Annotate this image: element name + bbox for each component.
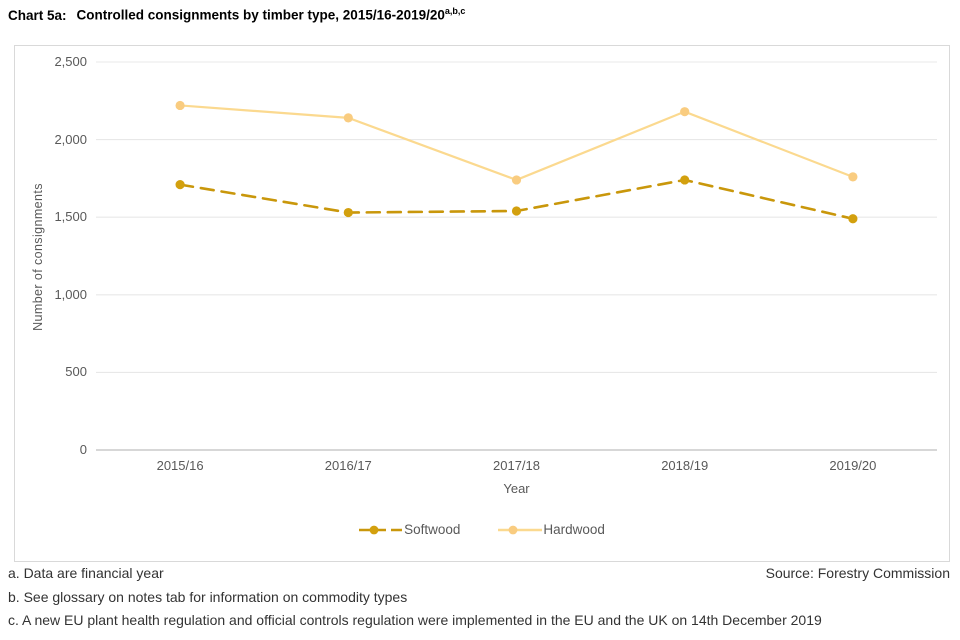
y-axis-title: Number of consignments [31, 183, 45, 331]
y-tick-label: 500 [65, 364, 87, 380]
marker-hardwood [511, 175, 522, 185]
x-tick-label: 2017/18 [493, 458, 540, 473]
chart-title-prefix: Chart 5a: [8, 7, 67, 23]
footnote-a: a. Data are financial year [8, 565, 164, 581]
footnote-c: c. A new EU plant health regulation and … [8, 612, 822, 628]
marker-softwood [511, 206, 522, 216]
chart-title-text: Controlled consignments by timber type, … [76, 7, 445, 23]
marker-hardwood [680, 107, 690, 117]
chart-area: 0 500 1,000 1,500 2,000 2,500 2015/16 2016/17 2… [14, 45, 950, 562]
marker-softwood [848, 214, 858, 224]
legend-item-softwood: Softwood [359, 522, 460, 537]
marker-hardwood [848, 172, 858, 182]
x-tick-label: 2015/16 [156, 458, 204, 473]
legend-swatch-softwood [359, 525, 404, 534]
marker-softwood [680, 175, 690, 185]
legend-label-softwood: Softwood [404, 522, 461, 537]
source-label: Source: Forestry Commission [765, 565, 950, 581]
legend-marker [508, 525, 518, 534]
legend-item-hardwood: Hardwood [498, 522, 605, 537]
series-line-hardwood [179, 104, 855, 182]
marker-hardwood [343, 113, 353, 123]
y-tick-label: 1,500 [54, 209, 87, 225]
x-tick-label: 2016/17 [324, 458, 372, 473]
legend-label-hardwood: Hardwood [543, 522, 605, 537]
y-tick-label: 1,000 [54, 286, 87, 302]
legend: Softwood Hardwood [15, 522, 949, 537]
legend-marker [369, 525, 379, 534]
x-axis-title: Year [503, 481, 530, 496]
chart-title-superscript: a,b,c [444, 6, 466, 16]
y-tick-label: 2,500 [54, 54, 87, 69]
x-tick-label: 2018/19 [661, 458, 709, 473]
marker-softwood [175, 180, 185, 190]
footnote-b: b. See glossary on notes tab for informa… [8, 589, 408, 605]
chart-title: Chart 5a: Controlled consignments by timb… [8, 6, 465, 23]
legend-swatch-hardwood [498, 525, 543, 534]
plot-svg [96, 61, 937, 451]
x-tick-label: 2019/20 [829, 458, 877, 473]
marker-hardwood [175, 100, 185, 111]
y-tick-label: 2,000 [54, 131, 87, 147]
y-tick-label: 0 [79, 442, 87, 457]
marker-softwood [343, 207, 353, 218]
